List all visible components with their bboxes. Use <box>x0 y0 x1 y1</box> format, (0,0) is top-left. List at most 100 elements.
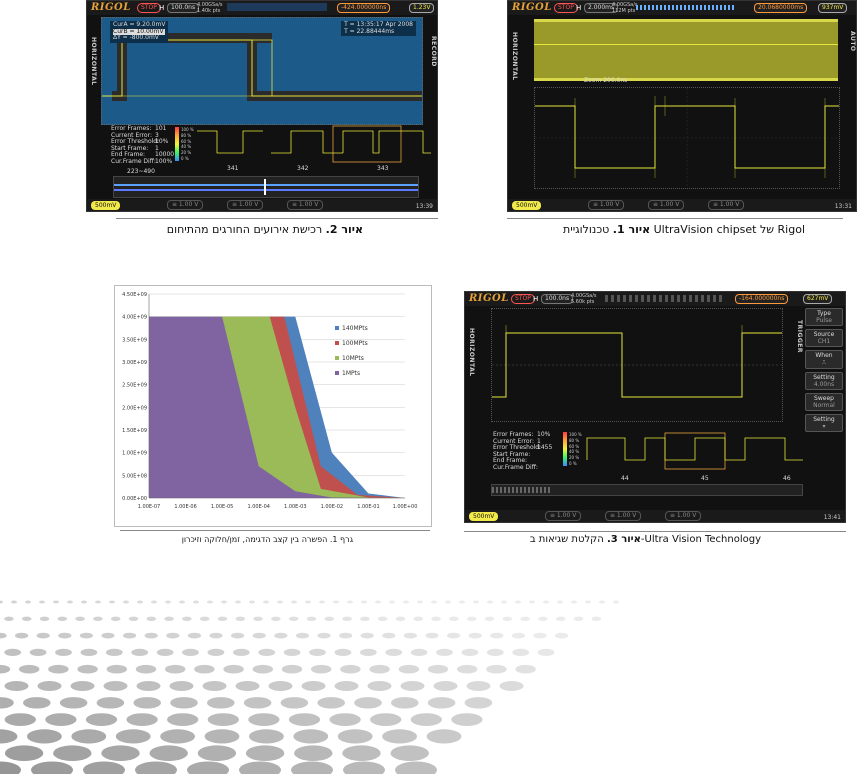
decorative-dot <box>354 697 382 709</box>
decorative-dot <box>57 616 68 621</box>
decorative-dot <box>555 632 569 639</box>
decorative-dot <box>520 616 530 621</box>
scale-label: 100 % <box>181 127 194 132</box>
ch1-scale[interactable]: 500mV <box>469 512 499 521</box>
decorative-dot <box>591 616 602 621</box>
frame-label: 46 <box>783 475 791 482</box>
decorative-dot <box>202 681 227 691</box>
ch2-scale[interactable]: ≡ 1.00 V <box>167 200 204 210</box>
range-label: 223~490 <box>127 168 155 175</box>
ch1-scale[interactable]: 500mV <box>512 201 542 210</box>
y-tick-label: 1.50E+09 <box>122 428 147 434</box>
decorative-dot <box>235 616 246 621</box>
ch1-scale[interactable]: 500mV <box>91 201 121 210</box>
side-label-left: HORIZONTAL <box>468 327 475 377</box>
decorative-dot <box>361 600 367 604</box>
decorative-dot <box>53 600 59 604</box>
decorative-dot <box>533 632 547 639</box>
decorative-dot <box>252 632 266 639</box>
scale-label: 60 % <box>181 138 192 144</box>
ch4-scale[interactable]: ≡ 1.00 V <box>665 511 702 521</box>
caption-text: גרף 1. הפשרה בין קצב הדגימה, זמן/חלוקה ו… <box>181 535 353 544</box>
caption-fig2: איור 2. רכישת אירועים החורגים מהתיחום <box>167 223 363 236</box>
menu-when-button[interactable]: When ⎍ <box>805 350 843 369</box>
decorative-dot <box>182 648 199 656</box>
decorative-dot <box>209 632 223 639</box>
menu-setting2-button[interactable]: Setting ▾ <box>805 414 843 432</box>
decorative-dot <box>445 600 451 604</box>
caption-fig1: איור 1. טכנולוגיית UltraVision chipset ש… <box>563 223 805 236</box>
caption-fig3: איור 3. הקלטת שגיאות ב-Ultra Vision Tech… <box>530 534 761 545</box>
memory-depth: 1.40k pts <box>197 8 221 14</box>
decorative-dot <box>36 632 50 639</box>
y-tick-label: 4.00E+09 <box>122 315 147 321</box>
scope-botbar: 500mV ≡ 1.00 V ≡ 1.00 V ≡ 1.00 V 13:41 <box>465 510 845 522</box>
decorative-dot <box>288 713 321 726</box>
decorative-dot <box>334 681 359 691</box>
ch3-scale[interactable]: ≡ 1.00 V <box>605 511 642 521</box>
y-tick-label: 4.50E+09 <box>122 292 147 298</box>
caption-text: טכנולוגיית UltraVision chipset של Rigol <box>563 223 805 236</box>
ch4-scale[interactable]: ≡ 1.00 V <box>708 200 745 210</box>
menu-sweep-button[interactable]: Sweep Normal <box>805 393 843 411</box>
zoom-waveform <box>534 87 840 189</box>
decorative-dot <box>135 761 177 774</box>
decorative-dot <box>19 664 40 674</box>
menu-setting-button[interactable]: Setting 4.00ns <box>805 372 843 390</box>
decorative-dot <box>281 664 303 674</box>
decorative-dot <box>311 664 332 674</box>
decorative-dot <box>410 648 428 656</box>
decorative-dot <box>484 616 495 621</box>
menu-type-button[interactable]: Type Pulse <box>805 308 843 326</box>
decorative-dot <box>389 600 395 604</box>
decorative-dot <box>151 600 157 604</box>
record-bar <box>491 484 803 496</box>
ch2-scale[interactable]: ≡ 1.00 V <box>545 511 582 521</box>
legend-label: 140MPts <box>342 325 368 332</box>
decorative-dot <box>317 632 331 639</box>
decorative-dot <box>21 616 32 621</box>
decorative-dot <box>413 616 424 621</box>
decorative-dot <box>537 648 555 656</box>
decorative-dot <box>193 600 199 604</box>
y-tick-label: 0.00E+00 <box>122 496 147 502</box>
x-tick-label: 1.00E+00 <box>393 504 418 510</box>
legend-swatch-1MPts <box>335 371 339 375</box>
decorative-dot <box>167 713 199 726</box>
err-label: Cur.Frame Diff: <box>111 157 156 165</box>
err-label: Error Threshold: <box>111 138 160 145</box>
scale-label: 80 % <box>181 132 192 138</box>
caption-graph1: גרף 1. הפשרה בין קצב הדגימה, זמן/חלוקה ו… <box>182 535 353 544</box>
decorative-dot <box>137 600 143 604</box>
decorative-dot <box>207 697 235 709</box>
decorative-dot <box>585 600 591 604</box>
decorative-dot <box>425 632 439 639</box>
decorative-dot <box>221 600 227 604</box>
series-area-1MPts <box>149 316 405 498</box>
decorative-dot <box>449 616 459 621</box>
err-value: 10% <box>537 431 551 438</box>
ch3-scale[interactable]: ≡ 1.00 V <box>648 200 685 210</box>
tradeoff-chart: 0.00E+00 5.00E+08 1.00E+09 1.50E+09 2.00E+09… <box>122 292 418 510</box>
decorative-dot <box>29 648 47 656</box>
menu-label: Setting <box>813 416 835 423</box>
decorative-dot <box>599 600 605 604</box>
scope-screen-fig1: RIGOL STOP H 2.000ms 4.00GSa/s 112M pts … <box>507 0 857 212</box>
clock: 13:41 <box>823 514 841 521</box>
decorative-dot <box>232 648 250 656</box>
ch3-scale[interactable]: ≡ 1.00 V <box>227 200 264 210</box>
decorative-dot <box>473 600 479 604</box>
ch4-scale[interactable]: ≡ 1.00 V <box>287 200 324 210</box>
caption-rule <box>120 530 430 531</box>
decorative-dot <box>395 761 437 774</box>
menu-source-button[interactable]: Source CH1 <box>805 329 843 347</box>
decorative-dot <box>217 616 228 621</box>
caption-rule <box>464 531 846 532</box>
decorative-dot <box>486 648 504 656</box>
decorative-dot <box>464 697 493 709</box>
scale-label: 40 % <box>181 144 192 150</box>
decorative-dot <box>166 632 180 639</box>
sample-rate: 4.00GSa/s <box>612 2 638 8</box>
menu-value: 4.00ns <box>813 381 835 388</box>
ch2-scale[interactable]: ≡ 1.00 V <box>588 200 625 210</box>
